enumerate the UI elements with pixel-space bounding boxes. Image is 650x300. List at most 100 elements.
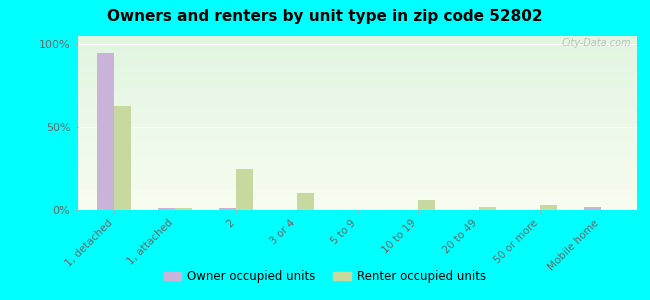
Bar: [78, 100, 637, 101]
Bar: [78, 68, 637, 69]
Bar: [78, 88, 637, 89]
Bar: [78, 197, 637, 198]
Bar: [78, 103, 637, 104]
Bar: [78, 205, 637, 206]
Legend: Owner occupied units, Renter occupied units: Owner occupied units, Renter occupied un…: [159, 266, 491, 288]
Bar: [78, 167, 637, 168]
Bar: [78, 122, 637, 123]
Bar: [78, 109, 637, 110]
Text: Owners and renters by unit type in zip code 52802: Owners and renters by unit type in zip c…: [107, 9, 543, 24]
Bar: [78, 170, 637, 171]
Bar: [78, 128, 637, 129]
Bar: [78, 193, 637, 194]
Bar: [78, 150, 637, 151]
Bar: [78, 97, 637, 98]
Text: City-Data.com: City-Data.com: [562, 38, 631, 48]
Bar: [78, 143, 637, 144]
Bar: [78, 79, 637, 80]
Bar: [78, 92, 637, 93]
Bar: [78, 91, 637, 92]
Bar: [78, 141, 637, 142]
Bar: [78, 200, 637, 201]
Bar: [418, 200, 436, 210]
Bar: [78, 187, 637, 188]
Bar: [78, 194, 637, 195]
Bar: [78, 76, 637, 77]
Bar: [78, 123, 637, 124]
Bar: [176, 208, 192, 210]
Bar: [78, 89, 637, 90]
Bar: [78, 176, 637, 177]
Bar: [78, 181, 637, 182]
Bar: [78, 69, 637, 70]
Bar: [78, 55, 637, 56]
Bar: [78, 169, 637, 170]
Bar: [98, 52, 114, 210]
Bar: [78, 83, 637, 84]
Bar: [297, 194, 314, 210]
Bar: [78, 171, 637, 172]
Bar: [78, 190, 637, 191]
Bar: [78, 58, 637, 59]
Bar: [78, 62, 637, 63]
Bar: [78, 139, 637, 140]
Bar: [78, 98, 637, 99]
Bar: [78, 118, 637, 119]
Bar: [78, 117, 637, 118]
Bar: [78, 59, 637, 60]
Bar: [78, 105, 637, 106]
Bar: [78, 112, 637, 113]
Bar: [78, 102, 637, 103]
Bar: [78, 37, 637, 38]
Bar: [78, 164, 637, 165]
Bar: [78, 95, 637, 96]
Bar: [78, 155, 637, 156]
Bar: [78, 78, 637, 79]
Bar: [78, 61, 637, 62]
Bar: [78, 156, 637, 157]
Bar: [78, 82, 637, 83]
Bar: [78, 126, 637, 127]
Bar: [78, 206, 637, 207]
Bar: [78, 106, 637, 107]
Bar: [78, 136, 637, 137]
Bar: [78, 90, 637, 91]
Bar: [78, 53, 637, 54]
Bar: [78, 203, 637, 204]
Bar: [78, 45, 637, 46]
Bar: [78, 183, 637, 184]
Bar: [78, 177, 637, 178]
Bar: [78, 148, 637, 149]
Bar: [78, 60, 637, 61]
Bar: [78, 73, 637, 74]
Bar: [78, 196, 637, 197]
Bar: [78, 64, 637, 65]
Bar: [78, 110, 637, 111]
Bar: [78, 208, 637, 209]
Bar: [78, 202, 637, 203]
Bar: [78, 137, 637, 138]
Bar: [78, 52, 637, 53]
Bar: [78, 173, 637, 174]
Bar: [114, 106, 131, 210]
Bar: [78, 119, 637, 120]
Bar: [78, 159, 637, 160]
Bar: [78, 81, 637, 82]
Bar: [236, 169, 253, 210]
Bar: [78, 40, 637, 41]
Bar: [78, 199, 637, 200]
Bar: [78, 161, 637, 162]
Bar: [78, 111, 637, 112]
Bar: [78, 142, 637, 143]
Bar: [78, 146, 637, 147]
Bar: [78, 145, 637, 146]
Bar: [78, 85, 637, 86]
Bar: [78, 54, 637, 55]
Bar: [219, 208, 236, 210]
Bar: [78, 160, 637, 161]
Bar: [78, 130, 637, 131]
Bar: [78, 140, 637, 141]
Bar: [78, 201, 637, 202]
Bar: [479, 207, 496, 210]
Bar: [78, 151, 637, 152]
